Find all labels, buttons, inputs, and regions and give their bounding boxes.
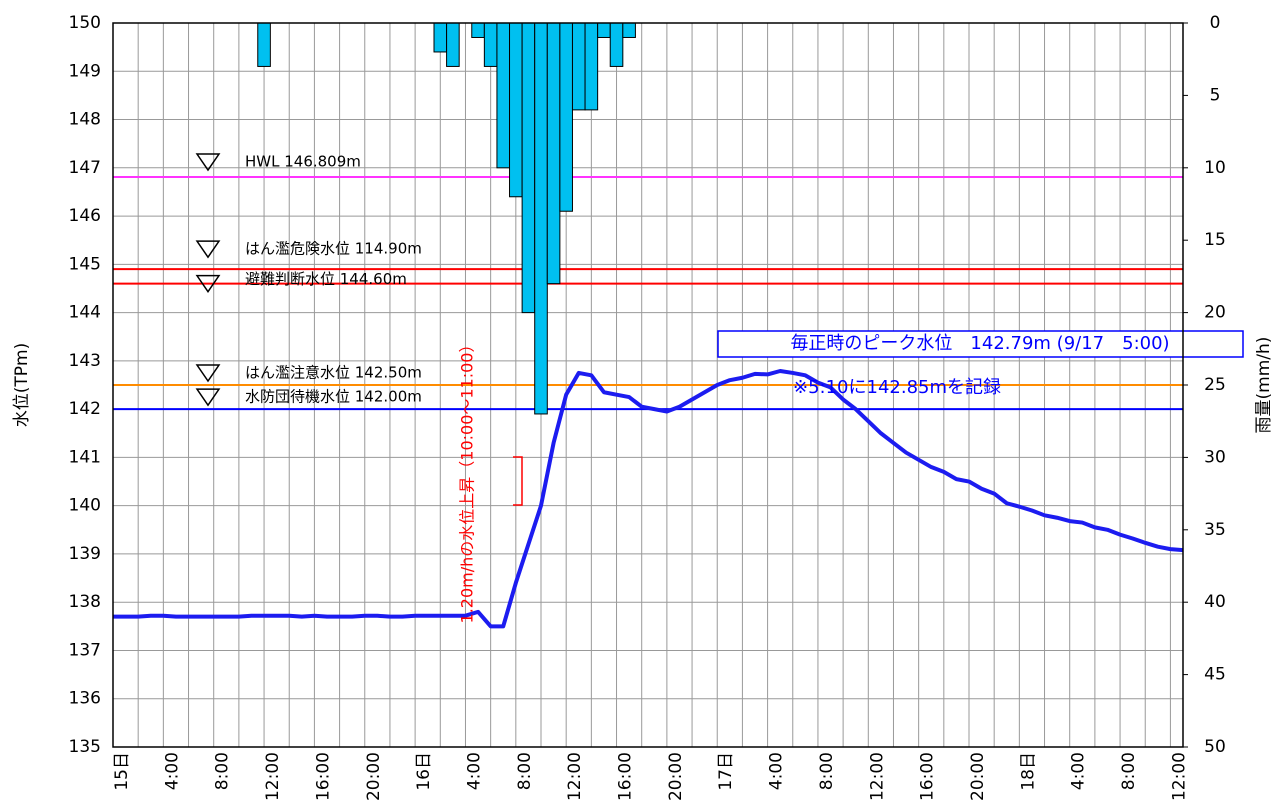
- rain-bar: [609, 22, 624, 67]
- y2-tick-label: 20: [1204, 303, 1226, 323]
- x-tick-label: 4:00: [1069, 752, 1089, 790]
- y-tick-label: 143: [69, 351, 101, 371]
- x-tick-label: 8:00: [213, 752, 233, 790]
- reference-label: はん濫危険水位 114.90m: [245, 240, 422, 258]
- plot: HWL 146.809m はん濫危険水位 114.90m 避難判断水位 144.60…: [113, 22, 1184, 629]
- y2-tick-label: 50: [1204, 737, 1226, 757]
- y-tick-label: 140: [69, 496, 101, 516]
- x-tick-label: 20:00: [666, 752, 686, 801]
- x-tick-label: 15日: [112, 752, 132, 791]
- x-tick-label: 8:00: [515, 752, 535, 790]
- y-tick-label: 135: [69, 737, 101, 757]
- y-tick-label: 148: [69, 110, 101, 130]
- x-tick-label: 17日: [716, 752, 736, 791]
- rain-bar: [584, 22, 599, 111]
- y-tick-label: 149: [69, 61, 101, 81]
- x-tick-label: 4:00: [162, 752, 182, 790]
- y-tick-label: 138: [69, 592, 101, 612]
- water-level-line: [113, 369, 1184, 629]
- y-tick-label: 144: [69, 303, 101, 323]
- y-tick-label: 145: [69, 254, 101, 274]
- rain-bar: [257, 22, 271, 67]
- y-tick-label: 137: [69, 640, 101, 660]
- reference-marker: [195, 388, 221, 407]
- reference-label: 避難判断水位 144.60m: [245, 270, 407, 288]
- rain-bar: [571, 22, 586, 111]
- y2-tick-label: 0: [1210, 13, 1221, 33]
- rain-bar: [471, 22, 485, 38]
- rain-bar: [446, 22, 460, 67]
- plot-frame: [112, 22, 1184, 748]
- reference-marker: [195, 153, 221, 172]
- reference-marker: [195, 364, 221, 383]
- y2-tick-label: 30: [1204, 447, 1226, 467]
- y-tick-label: 136: [69, 689, 101, 709]
- peak-annotation: 毎正時のピーク水位 142.79m (9/17 5:00): [790, 333, 1169, 354]
- rise-note: 1.20m/hの水位上昇（10:00～11:00）: [458, 337, 477, 624]
- rain-bar: [546, 22, 561, 285]
- reference-marker: [195, 240, 221, 259]
- y2-tick-label: 35: [1204, 520, 1226, 540]
- x-tick-label: 4:00: [464, 752, 484, 790]
- rain-bar: [509, 22, 523, 198]
- y2-tick-label: 5: [1210, 85, 1221, 105]
- rain-bar: [521, 22, 536, 314]
- y-tick-label: 139: [69, 544, 101, 564]
- y-tick-label: 142: [69, 399, 101, 419]
- x-tick-label: 18日: [1018, 752, 1038, 791]
- x-tick-label: 4:00: [767, 752, 787, 790]
- reference-label: はん濫注意水位 142.50m: [245, 364, 422, 382]
- x-tick-label: 12:00: [263, 752, 283, 801]
- y2-axis-label: 雨量(mm/h): [1254, 337, 1274, 434]
- y-tick-label: 141: [69, 447, 101, 467]
- y2-tick-label: 25: [1204, 375, 1226, 395]
- x-tick-label: 8:00: [817, 752, 837, 790]
- y-axis-label: 水位(TPm): [12, 343, 32, 427]
- x-tick-label: 8:00: [1119, 752, 1139, 790]
- x-tick-label: 12:00: [565, 752, 585, 801]
- rise-bracket: [513, 456, 523, 506]
- rain-bar: [559, 22, 573, 212]
- x-tick-label: 20:00: [968, 752, 988, 801]
- rain-bar: [597, 22, 611, 38]
- y2-tick-label: 15: [1204, 230, 1226, 250]
- x-tick-label: 12:00: [867, 752, 887, 801]
- reference-label: HWL 146.809m: [245, 153, 361, 171]
- y2-tick-label: 40: [1204, 592, 1226, 612]
- y2-tick-label: 10: [1204, 158, 1226, 178]
- y-tick-label: 146: [69, 206, 101, 226]
- annotation-box: [717, 330, 1244, 358]
- y-tick-label: 150: [69, 13, 101, 33]
- rain-bar: [483, 22, 498, 67]
- x-tick-label: 16:00: [918, 752, 938, 801]
- y2-tick-label: 45: [1204, 665, 1226, 685]
- x-tick-label: 20:00: [364, 752, 384, 801]
- rain-bar: [534, 22, 548, 415]
- reference-label: 水防団待機水位 142.00m: [245, 388, 422, 406]
- x-tick-label: 16:00: [313, 752, 333, 801]
- y-tick-label: 147: [69, 158, 101, 178]
- reference-marker: [195, 274, 221, 293]
- x-tick-label: 12:00: [1169, 752, 1189, 801]
- peak-note: ※5:10に142.85mを記録: [793, 377, 1001, 398]
- rain-bar: [622, 22, 636, 38]
- rain-bar: [496, 22, 511, 169]
- x-tick-label: 16日: [414, 752, 434, 791]
- x-tick-label: 16:00: [616, 752, 636, 801]
- rain-bar: [433, 22, 448, 53]
